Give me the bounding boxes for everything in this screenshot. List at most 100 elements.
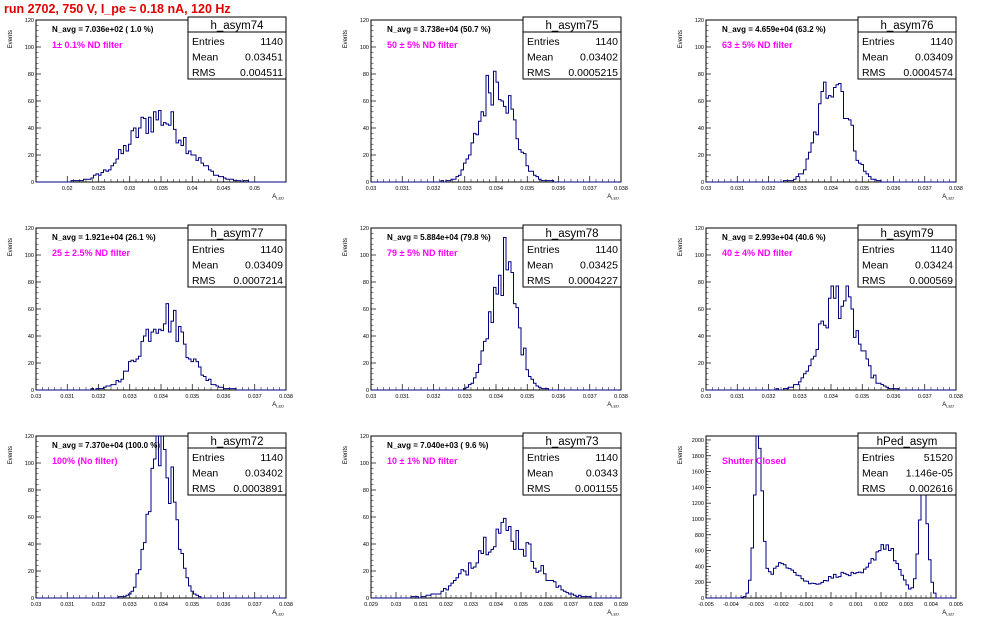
x-axis-label: ALED xyxy=(607,402,619,409)
x-tick-label: 0.034 xyxy=(489,394,503,400)
y-tick-label: 0 xyxy=(701,180,704,186)
x-tick-label: 0.037 xyxy=(918,186,932,192)
y-tick-label: 120 xyxy=(695,18,704,24)
stats-value: 0.0004574 xyxy=(903,67,953,79)
y-tick-label: 0 xyxy=(31,388,34,394)
y-tick-label: 20 xyxy=(363,361,369,367)
stats-label: Mean xyxy=(527,52,553,64)
stats-label: RMS xyxy=(192,275,215,287)
y-tick-label: 120 xyxy=(360,434,369,440)
histogram-line xyxy=(706,285,956,391)
x-tick-label: -0.004 xyxy=(723,602,739,608)
y-tick-label: 0 xyxy=(701,388,704,394)
y-tick-label: 120 xyxy=(360,18,369,24)
y-axis-label: Events xyxy=(678,238,684,256)
y-tick-label: 80 xyxy=(363,280,369,286)
stats-label: RMS xyxy=(192,483,215,495)
x-tick-label: 0.031 xyxy=(395,186,409,192)
histogram-line xyxy=(706,435,956,599)
x-tick-label: 0.03 xyxy=(31,394,42,400)
y-tick-label: 20 xyxy=(698,361,704,367)
histogram-line xyxy=(371,517,621,599)
x-tick-label: 0.031 xyxy=(730,186,744,192)
x-tick-label: 0.05 xyxy=(249,186,260,192)
x-tick-label: 0.035 xyxy=(154,186,168,192)
x-tick-label: 0.035 xyxy=(514,602,528,608)
y-tick-label: 100 xyxy=(360,45,369,51)
x-tick-label: 0.035 xyxy=(185,394,199,400)
histogram-panel-h_asym78: 0 20 40 60 80 100 120 0.03 0.031 0.032 0.033 0.034 0… xyxy=(343,224,628,409)
y-tick-label: 800 xyxy=(695,533,704,539)
y-axis-label: Events xyxy=(343,238,349,256)
x-tick-label: 0.02 xyxy=(62,186,73,192)
stats-label: Mean xyxy=(527,260,553,272)
stats-label: Mean xyxy=(862,260,888,272)
stats-box xyxy=(522,16,622,80)
y-tick-label: 1600 xyxy=(692,470,704,476)
filter-label: 1± 0.1% ND filter xyxy=(52,40,123,50)
stats-label: Entries xyxy=(192,244,225,256)
x-tick-label: 0.038 xyxy=(949,186,963,192)
stats-box xyxy=(187,224,287,288)
stats-value: 51520 xyxy=(924,452,953,464)
y-tick-label: 100 xyxy=(695,253,704,259)
y-tick-label: 120 xyxy=(25,226,34,232)
y-tick-label: 100 xyxy=(695,45,704,51)
x-tick-label: 0 xyxy=(829,602,832,608)
x-tick-label: 0.005 xyxy=(949,602,963,608)
x-tick-label: 0.036 xyxy=(552,394,566,400)
x-tick-label: 0.037 xyxy=(583,186,597,192)
y-axis-label: Events xyxy=(343,30,349,48)
stats-label: Entries xyxy=(192,36,225,48)
x-tick-label: 0.038 xyxy=(614,394,628,400)
x-axis-label: ALED xyxy=(942,194,954,201)
y-tick-label: 100 xyxy=(25,253,34,259)
stats-box xyxy=(857,432,957,496)
stats-label: Entries xyxy=(862,452,895,464)
y-tick-label: 2000 xyxy=(692,438,704,444)
x-tick-label: 0.032 xyxy=(427,186,441,192)
y-tick-label: 80 xyxy=(698,72,704,78)
y-axis-label: Events xyxy=(8,238,14,256)
y-tick-label: 20 xyxy=(28,361,34,367)
y-tick-label: 60 xyxy=(363,515,369,521)
y-tick-label: 1200 xyxy=(692,501,704,507)
histogram-panel-h_asym79: 0 20 40 60 80 100 120 0.03 0.031 0.032 0.033 0.034 0… xyxy=(678,224,963,409)
x-axis-label-subscript: LED xyxy=(276,404,284,409)
x-tick-label: 0.003 xyxy=(899,602,913,608)
x-axis-label: ALED xyxy=(272,610,284,617)
filter-label: 100% (No filter) xyxy=(52,456,118,466)
stats-label: Entries xyxy=(527,36,560,48)
x-tick-label: 0.032 xyxy=(762,186,776,192)
stats-box xyxy=(522,432,622,496)
y-tick-label: 1000 xyxy=(692,517,704,523)
y-tick-label: 80 xyxy=(28,488,34,494)
histogram-panel-hPed_asym: 0 200 400 600 800 1000 1200 1400 1600 1800 2000 -0.… xyxy=(678,432,963,617)
x-tick-label: 0.025 xyxy=(92,186,106,192)
x-tick-label: 0.038 xyxy=(614,186,628,192)
x-tick-label: 0.032 xyxy=(92,394,106,400)
y-tick-label: 80 xyxy=(698,280,704,286)
stats-value: 0.0003891 xyxy=(233,483,283,495)
x-tick-label: 0.032 xyxy=(439,602,453,608)
filter-label: 50 ± 5% ND filter xyxy=(387,40,458,50)
x-axis-label: ALED xyxy=(942,402,954,409)
x-tick-label: 0.037 xyxy=(583,394,597,400)
y-tick-label: 120 xyxy=(25,434,34,440)
x-tick-label: 0.038 xyxy=(589,602,603,608)
x-tick-label: 0.036 xyxy=(539,602,553,608)
x-tick-label: 0.04 xyxy=(187,186,198,192)
x-tick-label: 0.037 xyxy=(248,602,262,608)
x-axis-label-subscript: LED xyxy=(276,612,284,617)
y-tick-label: 0 xyxy=(366,596,369,602)
histogram-panel-h_asym73: 0 20 40 60 80 100 120 0.029 0.03 0.031 0.032 0.033 0… xyxy=(343,432,628,617)
y-tick-label: 80 xyxy=(28,280,34,286)
x-axis-label-subscript: LED xyxy=(276,196,284,201)
x-tick-label: 0.036 xyxy=(217,602,231,608)
stats-box xyxy=(522,224,622,288)
stats-value: 1.146e-05 xyxy=(906,468,953,480)
x-tick-label: 0.03 xyxy=(31,602,42,608)
